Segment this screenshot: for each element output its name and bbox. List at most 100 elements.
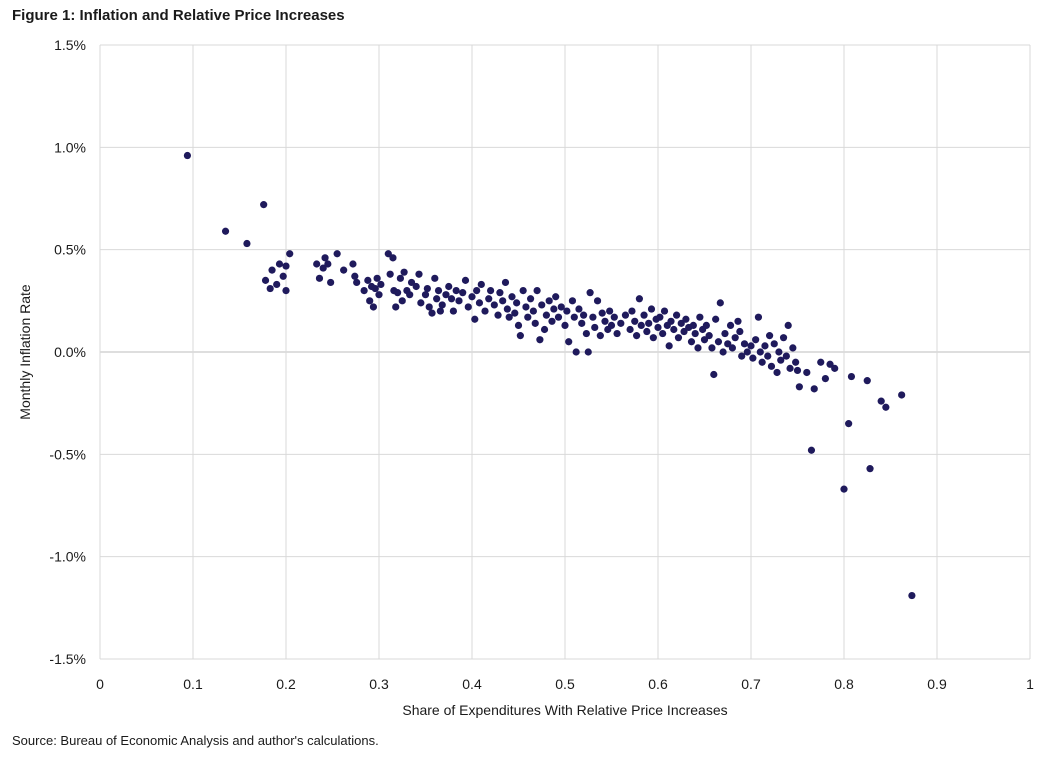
data-point <box>431 274 439 282</box>
x-tick-label: 0.3 <box>369 676 389 692</box>
x-tick-label: 0.5 <box>555 676 575 692</box>
data-point <box>610 313 618 321</box>
data-point <box>542 311 551 319</box>
data-point <box>545 297 553 305</box>
data-point <box>319 264 327 272</box>
data-point <box>689 321 697 329</box>
data-point <box>649 334 657 342</box>
data-point <box>826 360 834 368</box>
data-point <box>584 348 592 356</box>
data-point <box>570 313 578 321</box>
data-point <box>273 280 281 289</box>
data-point <box>613 329 621 338</box>
data-point <box>708 344 716 352</box>
data-point <box>845 420 853 428</box>
data-point <box>548 317 556 325</box>
data-point <box>371 284 379 293</box>
data-point <box>282 262 290 270</box>
data-point <box>473 287 481 295</box>
x-tick-label: 0.6 <box>648 676 668 692</box>
data-point <box>631 317 639 325</box>
data-point <box>511 309 519 317</box>
data-point <box>645 319 653 327</box>
data-point <box>533 287 541 295</box>
data-point <box>617 319 625 327</box>
data-point <box>563 307 571 315</box>
data-point <box>572 348 580 356</box>
data-point <box>531 319 539 327</box>
data-point <box>417 299 425 307</box>
data-point <box>575 305 583 313</box>
x-tick-label: 0.9 <box>927 676 947 692</box>
data-point <box>654 323 662 332</box>
data-point <box>568 297 577 305</box>
data-point <box>494 311 502 319</box>
data-point <box>758 358 766 366</box>
data-point <box>333 250 341 258</box>
data-point <box>557 303 565 311</box>
x-tick-label: 0.2 <box>276 676 296 692</box>
y-tick-label: 1.0% <box>54 139 86 155</box>
data-point <box>877 397 885 405</box>
data-point <box>807 446 816 454</box>
data-point <box>643 327 651 336</box>
data-point <box>749 354 757 362</box>
data-point <box>793 366 802 375</box>
data-point <box>687 338 696 346</box>
data-point <box>394 289 402 297</box>
data-point <box>626 325 634 334</box>
y-tick-labels: 1.5% 1.0% 0.5% 0.0% -0.5% -1.0% -1.5% <box>49 37 86 667</box>
data-point <box>667 317 675 325</box>
data-point <box>770 340 778 348</box>
data-point <box>433 295 441 303</box>
data-point <box>516 332 524 340</box>
data-point <box>490 301 498 309</box>
data-point <box>398 297 406 305</box>
data-point <box>282 287 290 295</box>
data-point <box>423 284 431 293</box>
data-point <box>789 344 797 352</box>
data-point <box>752 336 760 344</box>
y-tick-label: -0.5% <box>49 446 86 462</box>
data-point <box>449 307 457 315</box>
data-point <box>606 307 614 315</box>
data-point <box>586 289 594 297</box>
data-point <box>221 227 230 235</box>
data-point <box>640 311 648 319</box>
data-point <box>461 276 470 284</box>
data-point <box>696 313 704 321</box>
data-point <box>773 368 781 377</box>
data-point <box>784 321 792 329</box>
data-point <box>286 250 294 258</box>
data-point <box>425 303 433 311</box>
data-point <box>596 332 604 340</box>
data-point <box>514 321 523 329</box>
data-point <box>754 313 763 321</box>
data-point <box>389 254 397 262</box>
data-point <box>731 334 739 342</box>
x-tick-label: 0.8 <box>834 676 854 692</box>
data-point <box>647 305 656 313</box>
data-point <box>468 293 476 301</box>
data-point <box>526 295 535 303</box>
y-tick-label: 0.5% <box>54 242 86 258</box>
data-point <box>364 276 372 284</box>
data-point <box>908 591 916 600</box>
data-point <box>782 352 790 360</box>
data-point <box>487 287 495 295</box>
grid-lines <box>99 44 1031 660</box>
data-point <box>803 368 811 377</box>
data-point <box>501 278 510 287</box>
data-point <box>665 342 673 350</box>
data-point <box>540 325 549 334</box>
data-point <box>243 239 251 248</box>
data-point <box>377 280 385 289</box>
data-point <box>353 278 361 287</box>
data-point <box>633 332 641 340</box>
y-tick-label: -1.0% <box>49 549 86 565</box>
data-point <box>327 278 335 287</box>
data-point <box>434 287 443 295</box>
x-tick-label: 0.1 <box>183 676 203 692</box>
data-point <box>882 403 890 411</box>
data-point <box>279 272 287 280</box>
